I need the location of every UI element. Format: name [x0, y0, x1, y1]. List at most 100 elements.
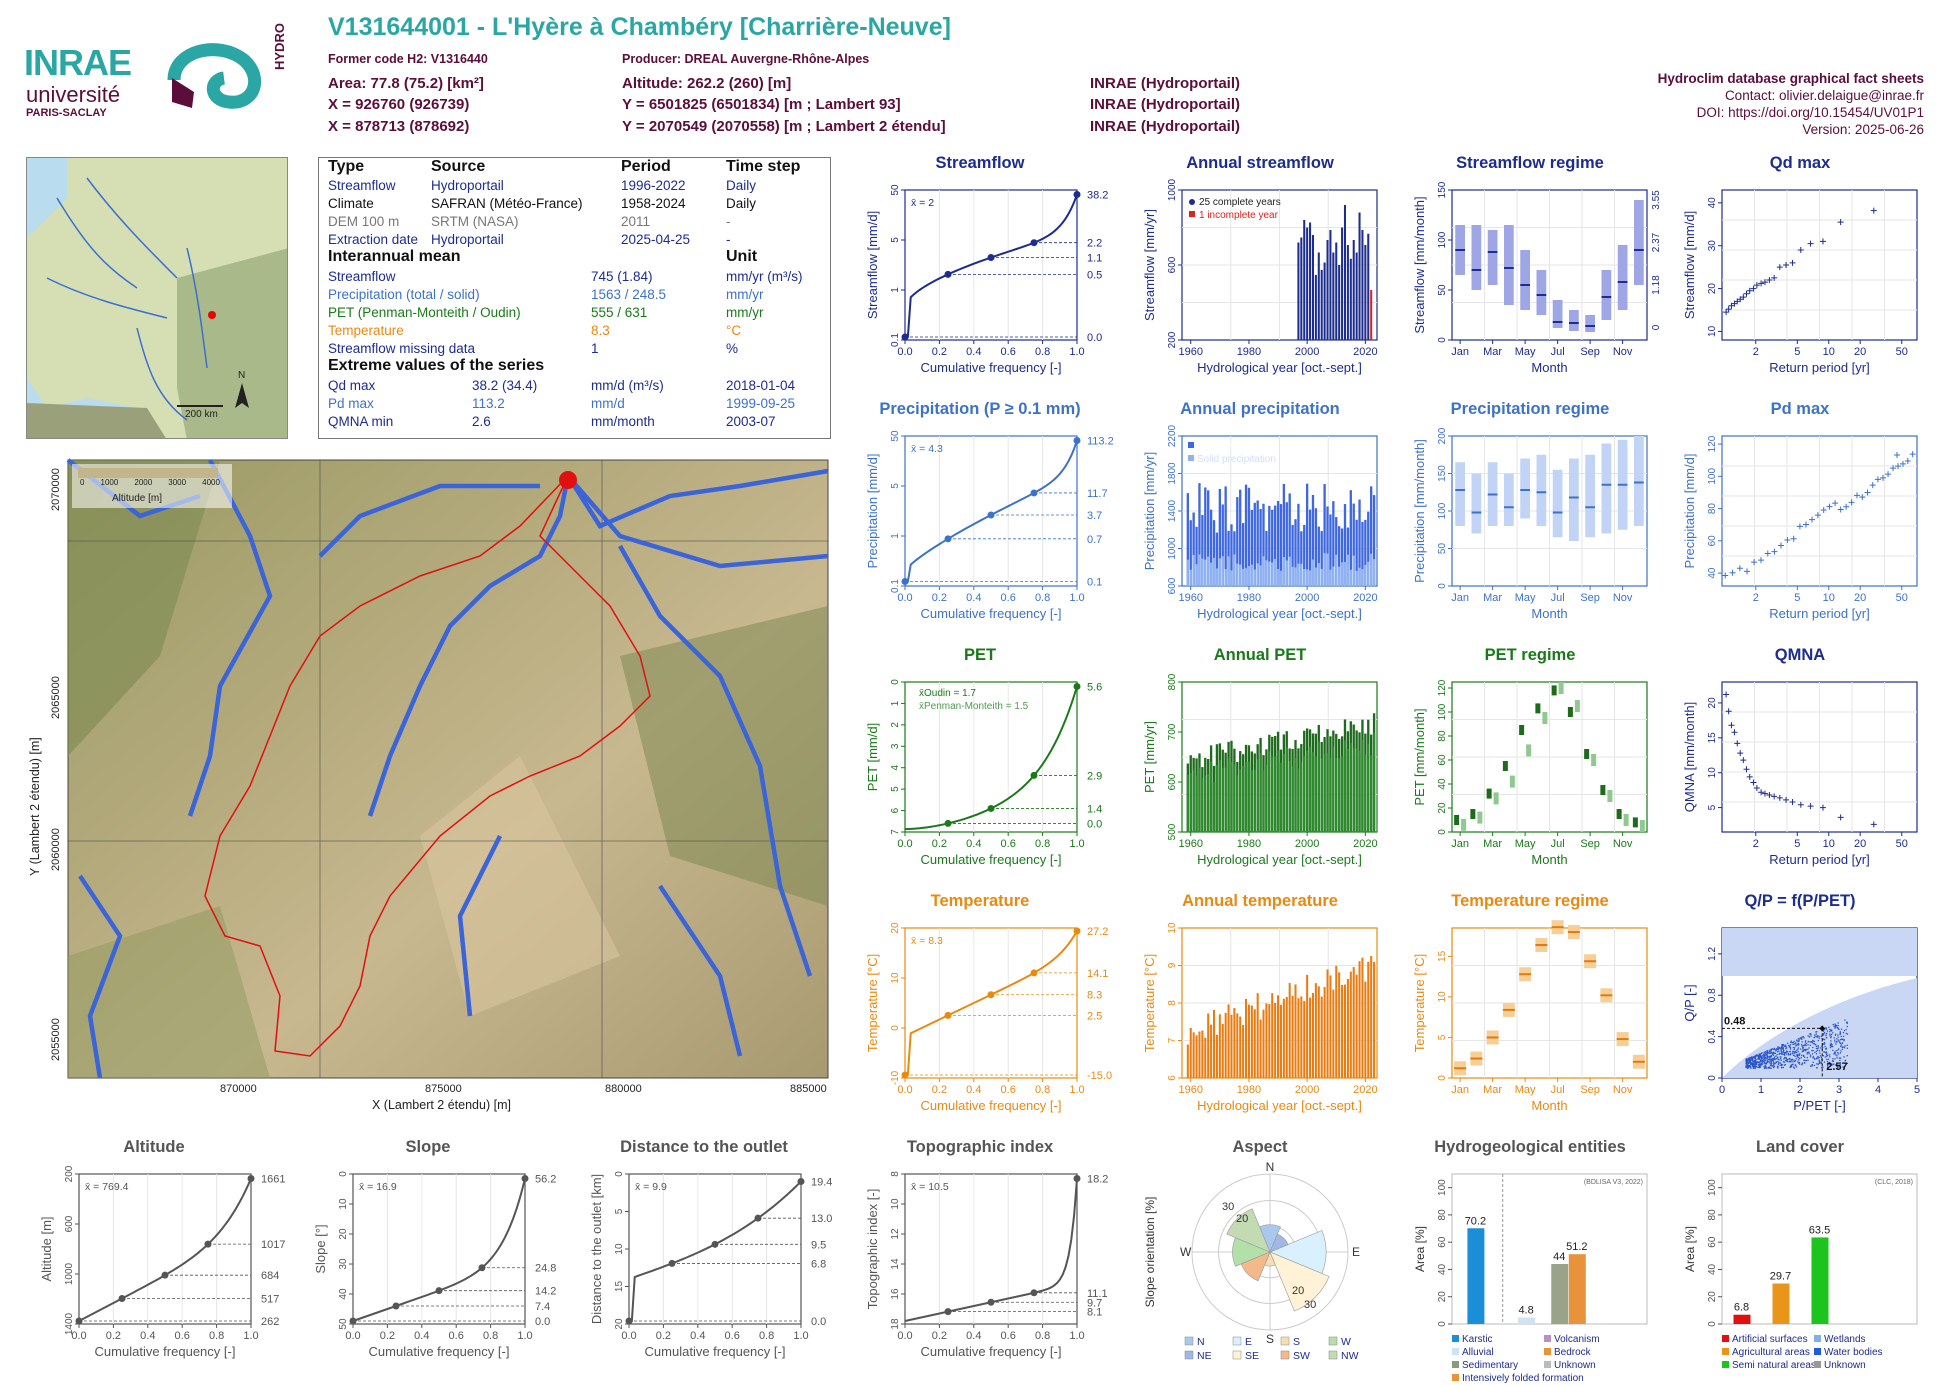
tick-label: 200 — [1167, 331, 1178, 348]
bar — [1288, 983, 1291, 1078]
scatter-point — [1807, 1051, 1810, 1053]
scatter-point — [1805, 1042, 1808, 1045]
bar — [1323, 262, 1326, 340]
scatter-point — [1797, 1048, 1799, 1051]
return-point — [1758, 789, 1765, 796]
bar — [1207, 490, 1210, 586]
scatter-point — [1830, 1040, 1832, 1042]
legend-label: Total trecipitation — [1197, 441, 1272, 452]
scatter-point — [1759, 1066, 1761, 1068]
tick-label: 1.0 — [1069, 1084, 1084, 1096]
rose-sector — [1269, 1251, 1330, 1312]
bar — [1242, 1024, 1245, 1078]
bar — [1811, 1237, 1829, 1324]
scatter-point — [1768, 1061, 1770, 1063]
scatter-point — [1837, 1049, 1839, 1051]
scatter-point — [1773, 1052, 1775, 1054]
scatter-point — [1829, 1029, 1832, 1031]
scatter-point — [1776, 1048, 1778, 1050]
scatter-point — [1770, 1063, 1773, 1065]
info-table: Type Source Period Time step Streamflow … — [318, 157, 831, 439]
scatter-point — [1803, 1044, 1805, 1047]
tick-label: 20 — [1707, 283, 1718, 295]
return-point — [1843, 503, 1850, 510]
scatter-point — [1834, 1027, 1836, 1029]
cell: 2011 — [621, 214, 651, 229]
bar-solid — [1186, 559, 1189, 586]
return-point — [1809, 516, 1816, 523]
return-point — [1899, 460, 1906, 467]
return-point — [1740, 757, 1747, 764]
bar — [1317, 986, 1320, 1078]
scatter-point — [1834, 1039, 1836, 1041]
legend-tick: 4000 — [202, 478, 220, 487]
cell: PET (Penman-Monteith / Oudin) — [328, 305, 521, 320]
legend-swatch — [1814, 1348, 1821, 1355]
scatter-point — [1797, 1044, 1800, 1046]
bar-pm — [1285, 747, 1288, 832]
scatter-point — [1754, 1061, 1756, 1063]
scatter-point — [1776, 1058, 1778, 1060]
tick-label: 120 — [1437, 679, 1448, 696]
scatter-point — [1842, 1035, 1845, 1037]
scatter-point — [1759, 1063, 1761, 1066]
scatter-point — [1761, 1062, 1763, 1065]
scatter-point — [1843, 1040, 1845, 1042]
cell: °C — [726, 323, 742, 338]
legend-label: NW — [1341, 1350, 1359, 1362]
quantile-label: 27.2 — [1087, 926, 1108, 938]
energy-limit-band — [1722, 928, 1917, 976]
scatter-point — [1784, 1052, 1787, 1054]
scatter-point — [1749, 1058, 1751, 1061]
scatter-point — [1795, 1058, 1797, 1060]
h-source: Source — [431, 158, 486, 175]
tick-label: 0 — [1437, 583, 1448, 589]
scatter-point — [1764, 1066, 1766, 1069]
scatter-point — [1772, 1054, 1775, 1056]
scatter-point — [1839, 1039, 1842, 1041]
regime-box — [1455, 462, 1465, 526]
scatter-point — [1753, 1057, 1756, 1059]
tick-label: 10 — [1707, 767, 1718, 779]
scatter-point — [1843, 1046, 1846, 1049]
scatter-point — [1771, 1058, 1773, 1060]
scatter-point — [1810, 1033, 1812, 1035]
bar — [1320, 996, 1323, 1078]
bar — [1265, 531, 1268, 586]
scatter-point — [1760, 1056, 1762, 1059]
scatter-point — [1765, 1063, 1768, 1065]
tick-label: 9 — [1167, 962, 1178, 968]
bar — [1218, 1014, 1221, 1078]
scatter-point — [1836, 1057, 1838, 1059]
scatter-point — [1780, 1056, 1782, 1058]
cell: 8.3 — [591, 323, 610, 338]
tick-label: 0.6 — [449, 1330, 464, 1342]
bar — [1207, 1013, 1210, 1078]
scatter-point — [1780, 1064, 1783, 1066]
scatter-point — [1794, 1065, 1797, 1067]
scatter-point — [1801, 1036, 1803, 1039]
bar — [1279, 1004, 1282, 1078]
scatter-point — [1749, 1066, 1752, 1068]
bar — [1341, 984, 1344, 1078]
scatter-point — [1775, 1058, 1777, 1060]
scatter-point — [1805, 1048, 1807, 1051]
quantile-label: 113.2 — [1087, 436, 1114, 448]
scatter-point — [1756, 1062, 1758, 1064]
scatter-point — [1839, 1059, 1841, 1061]
bar — [1551, 1264, 1569, 1324]
scatter-point — [1794, 1060, 1796, 1063]
return-point — [1746, 287, 1753, 294]
scatter-point — [1757, 1055, 1759, 1057]
bar — [1262, 1009, 1265, 1078]
scatter-point — [1758, 1053, 1760, 1055]
regime-box — [1569, 458, 1579, 541]
bar-solid — [1276, 568, 1280, 586]
bar — [1373, 961, 1376, 1078]
scatter-point — [1792, 1052, 1794, 1055]
scatter-point — [1807, 1059, 1809, 1061]
scatter-point — [1759, 1053, 1762, 1055]
tick-label: 4 — [890, 764, 901, 770]
bar — [1268, 1004, 1271, 1078]
